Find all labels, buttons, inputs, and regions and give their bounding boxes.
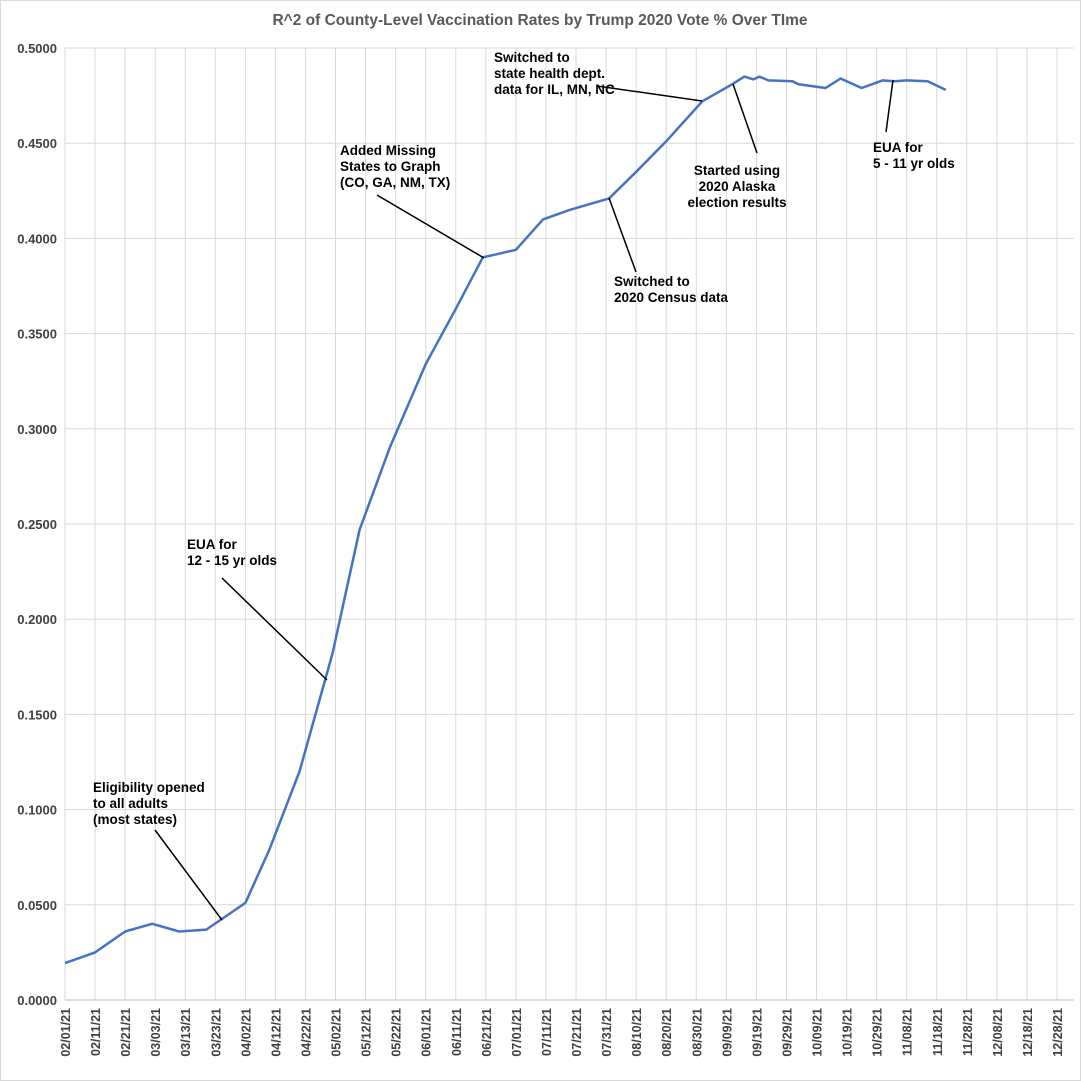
annotation-text: state health dept.	[494, 66, 605, 81]
annotation-text: data for IL, MN, NC	[494, 82, 615, 97]
annotation-leader-line	[221, 577, 328, 681]
x-tick-label: 11/28/21	[961, 1008, 975, 1056]
y-tick-label: 0.2000	[17, 612, 57, 627]
series-line	[64, 75, 947, 965]
annotation-text: election results	[687, 195, 786, 210]
annotation-text: Switched to	[614, 274, 690, 289]
x-tick-label: 03/03/21	[149, 1008, 163, 1057]
y-tick-label: 0.3000	[17, 422, 57, 437]
x-tick-label: 04/22/21	[299, 1008, 313, 1057]
y-tick-label: 0.0500	[17, 898, 57, 913]
annotation-text: Switched to	[494, 50, 570, 65]
annotation-text: States to Graph	[340, 159, 441, 174]
x-tick-label: 02/21/21	[119, 1008, 133, 1057]
annotation-text: Added Missing	[340, 143, 436, 158]
y-axis: 0.0000 0.0500 0.1000 0.1500 0.2000 0.2500 0.30…	[17, 41, 57, 1008]
x-axis: 02/01/21 02/11/21 02/21/21 03/03/21 03/13/21…	[59, 1008, 1065, 1057]
annotation-text: 12 - 15 yr olds	[187, 553, 277, 568]
y-tick-label: 0.4000	[17, 231, 57, 246]
x-tick-label: 05/12/21	[360, 1008, 374, 1057]
x-tick-label: 04/12/21	[269, 1008, 283, 1057]
series	[64, 75, 947, 965]
x-tick-label: 07/11/21	[540, 1008, 554, 1056]
y-tick-label: 0.3500	[17, 327, 57, 342]
x-tick-label: 03/13/21	[179, 1008, 193, 1057]
annotation-text: 2020 Census data	[614, 290, 729, 305]
annotation-text: Started using	[694, 163, 780, 178]
annotation-text: 5 - 11 yr olds	[873, 156, 955, 171]
x-tick-label: 06/01/21	[420, 1008, 434, 1057]
y-tick-label: 0.5000	[17, 41, 57, 56]
annotation-text: EUA for	[873, 140, 923, 155]
x-tick-label: 07/01/21	[510, 1008, 524, 1057]
x-tick-label: 08/30/21	[690, 1008, 704, 1057]
chart-title: R^2 of County-Level Vaccination Rates by…	[272, 12, 807, 29]
x-tick-label: 09/29/21	[780, 1008, 794, 1057]
annotation-text: (CO, GA, NM, TX)	[340, 175, 450, 190]
x-tick-label: 09/19/21	[750, 1008, 764, 1057]
x-tick-label: 10/19/21	[841, 1008, 855, 1057]
y-tick-label: 0.1000	[17, 803, 57, 818]
x-tick-label: 06/21/21	[480, 1008, 494, 1057]
x-tick-label: 07/31/21	[600, 1008, 614, 1057]
annotation-text: (most states)	[93, 812, 177, 827]
x-tick-label: 02/11/21	[89, 1008, 103, 1056]
annotation-leader-line	[732, 83, 758, 154]
x-tick-label: 07/21/21	[570, 1008, 584, 1057]
x-tick-label: 11/18/21	[931, 1008, 945, 1056]
annotation-text: EUA for	[187, 537, 237, 552]
x-tick-label: 11/08/21	[901, 1008, 915, 1056]
x-tick-label: 10/29/21	[871, 1008, 885, 1057]
y-tick-label: 0.1500	[17, 707, 57, 722]
x-tick-label: 08/10/21	[630, 1008, 644, 1057]
annotation-leader-line	[154, 829, 223, 921]
x-tick-label: 05/02/21	[330, 1008, 344, 1057]
x-tick-label: 06/11/21	[450, 1008, 464, 1056]
x-tick-label: 12/08/21	[991, 1008, 1005, 1057]
y-tick-label: 0.2500	[17, 517, 57, 532]
y-tick-label: 0.0000	[17, 993, 57, 1008]
x-tick-label: 10/09/21	[811, 1008, 825, 1057]
annotation-text: 2020 Alaska	[699, 179, 776, 194]
x-tick-label: 09/09/21	[720, 1008, 734, 1057]
annotation-leader-line	[885, 79, 894, 133]
x-tick-label: 04/02/21	[239, 1008, 253, 1057]
annotation-text: Eligibility opened	[93, 780, 205, 795]
annotation-leader-line	[376, 194, 485, 259]
x-tick-label: 12/28/21	[1051, 1008, 1065, 1057]
gridlines	[64, 47, 1074, 1001]
x-tick-label: 03/23/21	[209, 1008, 223, 1057]
y-tick-label: 0.4500	[17, 136, 57, 151]
annotation-leader-line	[596, 85, 703, 102]
annotation-leader-line	[608, 197, 637, 273]
x-tick-label: 02/01/21	[59, 1008, 73, 1057]
x-tick-label: 12/18/21	[1021, 1008, 1035, 1057]
x-tick-label: 08/20/21	[660, 1008, 674, 1057]
x-tick-label: 05/22/21	[390, 1008, 404, 1057]
annotation-text: to all adults	[93, 796, 168, 811]
